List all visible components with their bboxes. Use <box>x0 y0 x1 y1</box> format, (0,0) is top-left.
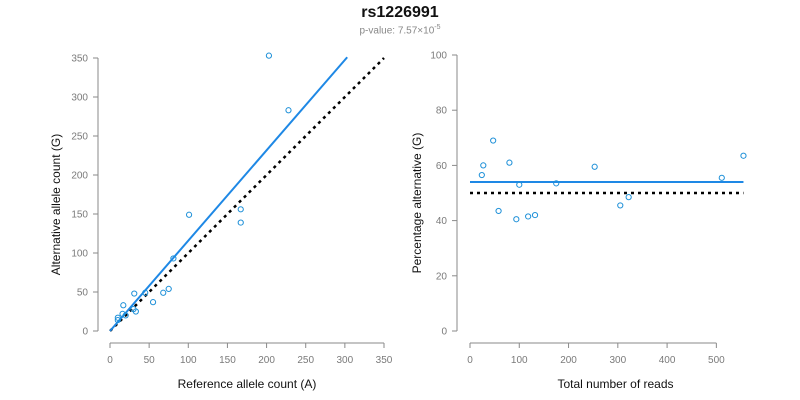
x-axis-label: Total number of reads <box>557 377 673 391</box>
data-point <box>617 202 624 209</box>
data-point <box>740 152 747 159</box>
data-point <box>490 137 497 144</box>
data-point <box>131 290 138 297</box>
reference-line <box>109 57 385 332</box>
y-tick-label: 200 <box>71 171 88 182</box>
x-tick-label: 300 <box>337 355 354 366</box>
data-point <box>495 207 502 215</box>
y-tick-label: 0 <box>441 327 447 338</box>
y-tick-label: 150 <box>71 210 88 221</box>
x-tick-label: 400 <box>659 355 676 366</box>
x-tick-label: 0 <box>107 355 113 366</box>
data-point <box>516 181 523 188</box>
data-point <box>237 219 244 226</box>
y-tick-label: 20 <box>436 271 448 282</box>
data-point <box>591 163 598 170</box>
y-tick-label: 50 <box>77 288 89 299</box>
y-tick-label: 80 <box>436 106 448 117</box>
fit-line <box>109 56 348 332</box>
x-tick-label: 50 <box>144 355 156 366</box>
data-point <box>114 316 121 324</box>
data-point <box>265 52 273 59</box>
p-value-text: p-value: 7.57×10 <box>359 25 435 37</box>
y-tick-label: 40 <box>436 216 448 227</box>
data-point <box>478 171 485 179</box>
data-point <box>114 314 121 321</box>
x-tick-label: 150 <box>219 355 236 366</box>
data-point <box>531 211 539 219</box>
y-tick-label: 60 <box>436 161 448 172</box>
y-tick-label: 0 <box>82 327 88 338</box>
y-tick-label: 100 <box>71 249 88 260</box>
x-tick-label: 250 <box>297 355 314 366</box>
x-tick-label: 200 <box>560 355 577 366</box>
data-point <box>506 159 513 166</box>
data-point <box>553 180 560 187</box>
y-tick-label: 100 <box>430 51 447 62</box>
data-point <box>165 285 172 292</box>
p-value-exponent: -5 <box>434 24 441 31</box>
x-tick-label: 350 <box>376 355 393 366</box>
data-point <box>718 174 725 181</box>
data-point <box>480 162 487 169</box>
y-tick-label: 250 <box>71 132 88 143</box>
data-point <box>119 310 126 317</box>
x-tick-label: 300 <box>609 355 626 366</box>
data-point <box>170 255 177 262</box>
x-tick-label: 100 <box>511 355 528 366</box>
data-point <box>122 312 129 319</box>
x-axis-label: Reference allele count (A) <box>178 377 317 391</box>
data-point <box>513 216 520 223</box>
data-point <box>237 206 244 213</box>
chart-subtitle: p-value: 7.57×10-5 <box>0 24 800 36</box>
data-point <box>525 213 532 220</box>
data-point <box>149 299 157 306</box>
x-tick-label: 200 <box>258 355 275 366</box>
data-point <box>142 289 149 296</box>
data-point <box>120 302 127 309</box>
x-tick-label: 0 <box>467 355 473 366</box>
data-point <box>185 211 193 218</box>
data-point <box>160 289 167 296</box>
y-tick-label: 350 <box>71 54 88 65</box>
y-tick-label: 300 <box>71 93 88 104</box>
x-tick-label: 500 <box>708 355 725 366</box>
x-tick-label: 100 <box>180 355 197 366</box>
y-axis-label: Alternative allele count (G) <box>49 134 63 275</box>
data-point <box>285 107 292 114</box>
data-point <box>130 306 137 313</box>
y-axis-label: Percentage alternative (G) <box>410 133 424 274</box>
chart-title: rs1226991 <box>361 4 439 21</box>
data-point <box>625 194 632 201</box>
